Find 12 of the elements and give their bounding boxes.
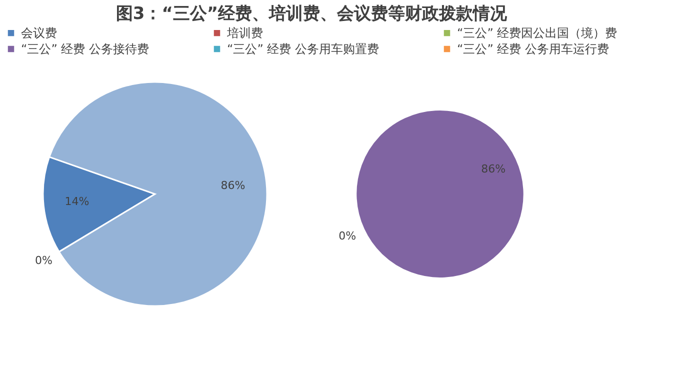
data-label: 14% xyxy=(64,195,90,208)
legend-label: “三公” 经费 公务用车运行费 xyxy=(457,42,610,56)
text: 0% xyxy=(34,254,52,268)
legend-label: 培训费 xyxy=(226,26,263,40)
legend-label: “三公” 经费因公出国（境）费 xyxy=(457,26,618,40)
data-label: 86% xyxy=(220,178,246,192)
legend-label: “三公” 经费 公务接待费 xyxy=(21,42,150,56)
legend-label: “三公” 经费 公务用车购置费 xyxy=(227,42,380,56)
text: 图3：“三公”经费、培训费、会议费等财政拨款情况 xyxy=(116,4,508,24)
text: 0% xyxy=(338,230,356,243)
data-label: 86% xyxy=(481,162,506,176)
legend-label: 会议费 xyxy=(21,26,57,40)
